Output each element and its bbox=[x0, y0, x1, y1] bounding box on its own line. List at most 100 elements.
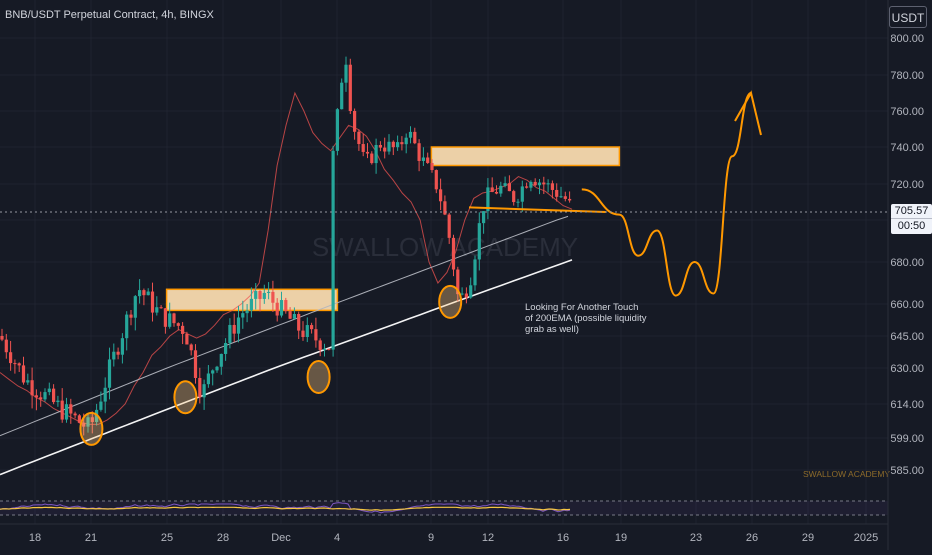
candle-body bbox=[322, 348, 327, 350]
time-tick-label: 21 bbox=[85, 532, 97, 544]
candle-body bbox=[378, 144, 382, 148]
candle-body bbox=[215, 366, 219, 371]
candle-body bbox=[284, 300, 288, 312]
candle-body bbox=[469, 285, 473, 298]
candle-body bbox=[400, 142, 404, 145]
candle-body bbox=[60, 400, 64, 420]
currency-selector[interactable]: USDT bbox=[889, 6, 927, 28]
candle-body bbox=[185, 333, 189, 345]
time-tick-label: 19 bbox=[615, 532, 627, 544]
candle-body bbox=[434, 170, 438, 190]
candle-body bbox=[361, 144, 365, 152]
candle-body bbox=[421, 157, 425, 161]
candle-body bbox=[232, 324, 236, 334]
candle-body bbox=[146, 291, 150, 296]
candle-body bbox=[550, 183, 554, 190]
candle-body bbox=[374, 144, 378, 164]
candle-body bbox=[129, 314, 133, 318]
candle-body bbox=[482, 211, 486, 224]
candle-body bbox=[357, 131, 361, 145]
candle-body bbox=[413, 131, 417, 144]
price-tick-label: 680.00 bbox=[890, 257, 924, 269]
price-tick-label: 800.00 bbox=[890, 33, 924, 45]
candle-body bbox=[47, 388, 51, 393]
price-tick-label: 585.00 bbox=[890, 465, 924, 477]
candle-body bbox=[34, 395, 38, 398]
candle-body bbox=[30, 380, 34, 396]
candle-body bbox=[447, 214, 451, 238]
candle-body bbox=[133, 296, 137, 318]
candle-body bbox=[353, 110, 357, 132]
candle-body bbox=[189, 344, 193, 351]
footer-watermark: SWALLOW ACADEMY bbox=[803, 469, 890, 479]
candle-body bbox=[73, 413, 77, 416]
time-axis[interactable]: 18 21 25 28 Dec 4 9 12 16 19 23 26 29 2025 bbox=[29, 532, 878, 544]
candle-body bbox=[172, 313, 176, 324]
moving-averages bbox=[0, 91, 573, 476]
forecast-path bbox=[581, 92, 752, 297]
candle-body bbox=[396, 142, 400, 148]
center-watermark: SWALLOW ACADEMY bbox=[312, 232, 578, 262]
candle-body bbox=[150, 291, 155, 313]
candle-body bbox=[542, 182, 546, 185]
drawings bbox=[79, 90, 762, 446]
candle-body bbox=[507, 183, 511, 192]
candle-body bbox=[297, 313, 301, 331]
candle-body bbox=[202, 384, 206, 398]
candle-body bbox=[516, 201, 520, 203]
candle-body bbox=[271, 291, 275, 303]
candle-body bbox=[258, 291, 262, 299]
candle-body bbox=[387, 141, 391, 152]
grid-layer bbox=[0, 0, 888, 524]
candle-body bbox=[9, 352, 13, 364]
time-tick-label: 18 bbox=[29, 532, 41, 544]
candle-body bbox=[142, 290, 146, 296]
candle-body bbox=[344, 64, 348, 83]
last-price-label: 705.57 00:50 bbox=[891, 204, 932, 234]
candle-body bbox=[417, 143, 421, 161]
candle-body bbox=[262, 292, 266, 299]
candle-body bbox=[477, 223, 481, 260]
rsi-pane[interactable] bbox=[0, 500, 888, 516]
candle-body bbox=[64, 404, 69, 420]
candle-body bbox=[82, 422, 86, 427]
time-tick-label: Dec bbox=[271, 532, 291, 544]
candle-body bbox=[494, 191, 499, 194]
candles[interactable] bbox=[0, 56, 572, 436]
candle-body bbox=[125, 314, 129, 339]
annotation-line: grab as well) bbox=[525, 324, 579, 335]
candle-body bbox=[39, 397, 43, 400]
candle-body bbox=[310, 325, 314, 330]
candle-body bbox=[107, 359, 112, 388]
annotation-line: Looking For Another Touch bbox=[525, 302, 638, 313]
candle-body bbox=[404, 137, 408, 145]
candle-body bbox=[512, 191, 516, 203]
candle-body bbox=[77, 415, 81, 423]
candle-body bbox=[559, 196, 563, 198]
candle-body bbox=[288, 311, 292, 319]
trendline bbox=[468, 206, 606, 213]
price-tick-label: 599.00 bbox=[890, 433, 924, 445]
price-tick-label: 614.00 bbox=[890, 399, 924, 411]
candle-body bbox=[241, 313, 245, 318]
candle-body bbox=[340, 82, 344, 110]
candle-body bbox=[555, 189, 559, 197]
candle-body bbox=[13, 363, 17, 365]
candle-body bbox=[546, 183, 550, 185]
candle-body bbox=[408, 131, 413, 138]
candle-body bbox=[181, 325, 185, 334]
price-tick-label: 760.00 bbox=[890, 106, 924, 118]
candle-body bbox=[159, 307, 163, 309]
candle-body bbox=[451, 237, 456, 270]
forecast-arrowhead bbox=[734, 90, 762, 136]
candle-body bbox=[120, 338, 124, 355]
candle-body bbox=[430, 162, 434, 171]
moving-average-line bbox=[0, 215, 569, 437]
candle-body bbox=[275, 302, 279, 316]
candle-countdown: 00:50 bbox=[891, 218, 932, 233]
candle-body bbox=[279, 300, 284, 316]
candle-body bbox=[370, 153, 374, 164]
candle-body bbox=[335, 109, 339, 151]
